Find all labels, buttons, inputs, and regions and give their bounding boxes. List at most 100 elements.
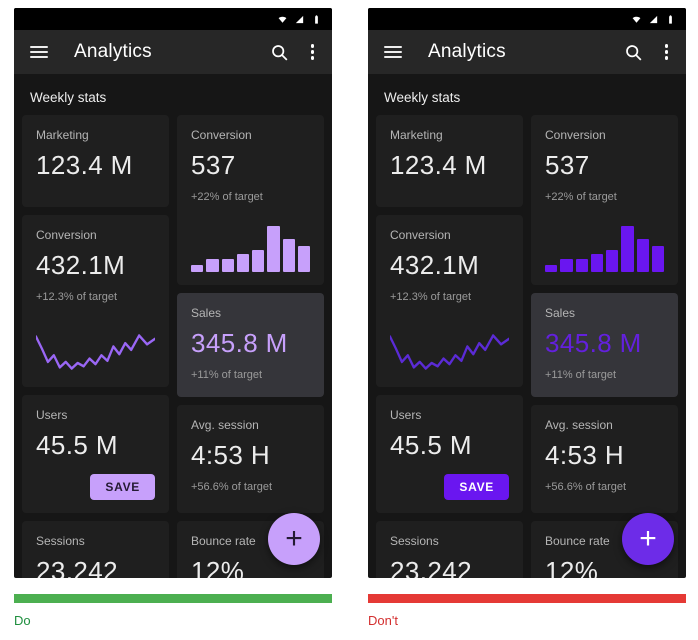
card-value: 45.5 M xyxy=(390,430,472,460)
phone-do: Analytics Weekly stats Marketing 123.4 M xyxy=(14,8,332,578)
line-chart xyxy=(390,330,509,374)
grid-column-left: Marketing 123.4 M Conversion 432.1M +12.… xyxy=(22,115,169,578)
phone-dont: Analytics Weekly stats Marketing 123.4 M xyxy=(368,8,686,578)
do-example: Analytics Weekly stats Marketing 123.4 M xyxy=(14,8,332,640)
app-title: Analytics xyxy=(74,41,152,62)
card-label: Sessions xyxy=(390,534,439,548)
grid-column-right: Conversion 537 +22% of target Sales 345.… xyxy=(177,115,324,578)
card-label: Sessions xyxy=(36,534,85,548)
card-conversion-bar: Conversion 537 +22% of target xyxy=(531,115,678,285)
chart-bar xyxy=(252,250,265,272)
card-delta: +56.6% of target xyxy=(191,481,273,493)
save-button[interactable]: SAVE xyxy=(90,474,155,500)
stats-grid: Marketing 123.4 M Conversion 432.1M +12.… xyxy=(14,115,332,578)
card-value: 45.5 M xyxy=(36,430,118,460)
signal-icon xyxy=(649,15,658,23)
card-value: 345.8 M xyxy=(545,328,642,358)
dont-indicator-bar xyxy=(368,594,686,603)
chart-bar xyxy=(636,239,649,272)
card-users: Users 45.5 M SAVE xyxy=(22,395,169,513)
section-title: Weekly stats xyxy=(384,90,461,105)
chart-bar xyxy=(191,265,204,272)
do-indicator-bar xyxy=(14,594,332,603)
stats-grid: Marketing 123.4 M Conversion 432.1M +12.… xyxy=(368,115,686,578)
card-label: Bounce rate xyxy=(545,534,610,548)
hamburger-icon[interactable] xyxy=(384,46,402,58)
card-delta: +22% of target xyxy=(545,191,617,203)
more-vert-icon[interactable] xyxy=(663,42,671,62)
chart-bar xyxy=(651,245,664,272)
line-chart-path xyxy=(36,334,155,370)
card-delta: +56.6% of target xyxy=(545,481,627,493)
save-button[interactable]: SAVE xyxy=(444,474,509,500)
card-value: 4:53 H xyxy=(191,440,271,470)
plus-icon: + xyxy=(285,522,303,555)
fab-add-button[interactable]: + xyxy=(268,513,320,565)
card-label: Sales xyxy=(545,306,576,320)
more-vert-icon[interactable] xyxy=(309,42,317,62)
card-label: Bounce rate xyxy=(191,534,256,548)
card-marketing: Marketing 123.4 M xyxy=(22,115,169,207)
dont-example: Analytics Weekly stats Marketing 123.4 M xyxy=(368,8,686,640)
card-delta: +11% of target xyxy=(545,369,617,381)
card-label: Sales xyxy=(191,306,222,320)
chart-bar xyxy=(560,258,573,272)
card-value: 123.4 M xyxy=(390,150,487,180)
card-conversion-line: Conversion 432.1M +12.3% of target xyxy=(22,215,169,387)
do-caption: Do xyxy=(14,613,31,628)
status-bar xyxy=(368,8,686,30)
card-label: Conversion xyxy=(36,228,97,242)
dont-caption: Don't xyxy=(368,613,398,628)
card-delta: +12.3% of target xyxy=(390,291,472,303)
card-value: 345.8 M xyxy=(191,328,288,358)
card-sales: Sales 345.8 M +11% of target xyxy=(177,293,324,397)
wifi-icon xyxy=(632,16,641,23)
card-delta: +22% of target xyxy=(191,191,263,203)
card-label: Conversion xyxy=(545,128,606,142)
card-delta: +11% of target xyxy=(191,369,263,381)
card-label: Marketing xyxy=(36,128,89,142)
appbar-actions xyxy=(624,42,671,62)
card-conversion-line: Conversion 432.1M +12.3% of target xyxy=(376,215,523,387)
card-sales: Sales 345.8 M +11% of target xyxy=(531,293,678,397)
card-value: 12% xyxy=(191,556,245,578)
card-value: 123.4 M xyxy=(36,150,133,180)
chart-bar xyxy=(575,258,588,272)
card-avg-session: Avg. session 4:53 H +56.6% of target xyxy=(531,405,678,513)
battery-icon xyxy=(669,14,672,24)
card-value: 12% xyxy=(545,556,599,578)
chart-bar xyxy=(590,254,603,272)
card-value: 432.1M xyxy=(36,250,126,280)
line-chart xyxy=(36,330,155,374)
line-chart-path xyxy=(390,334,509,370)
status-bar xyxy=(14,8,332,30)
appbar-actions xyxy=(270,42,317,62)
chart-bar xyxy=(206,258,219,272)
card-value: 537 xyxy=(545,150,590,180)
card-sessions: Sessions 23,242 xyxy=(376,521,523,578)
chart-bar xyxy=(267,226,280,272)
card-label: Marketing xyxy=(390,128,443,142)
card-marketing: Marketing 123.4 M xyxy=(376,115,523,207)
app-title: Analytics xyxy=(428,41,506,62)
card-sessions: Sessions 23,242 xyxy=(22,521,169,578)
signal-icon xyxy=(295,15,304,23)
search-icon[interactable] xyxy=(270,43,289,62)
card-value: 23,242 xyxy=(36,556,118,578)
card-value: 23,242 xyxy=(390,556,472,578)
card-value: 4:53 H xyxy=(545,440,625,470)
grid-column-left: Marketing 123.4 M Conversion 432.1M +12.… xyxy=(376,115,523,578)
app-bar: Analytics xyxy=(368,30,686,74)
card-conversion-bar: Conversion 537 +22% of target xyxy=(177,115,324,285)
search-icon[interactable] xyxy=(624,43,643,62)
grid-column-right: Conversion 537 +22% of target Sales 345.… xyxy=(531,115,678,578)
bar-chart xyxy=(191,226,310,272)
card-label: Avg. session xyxy=(191,418,259,432)
fab-add-button[interactable]: + xyxy=(622,513,674,565)
battery-icon xyxy=(315,14,318,24)
card-users: Users 45.5 M SAVE xyxy=(376,395,523,513)
hamburger-icon[interactable] xyxy=(30,46,48,58)
card-value: 432.1M xyxy=(390,250,480,280)
card-label: Conversion xyxy=(390,228,451,242)
